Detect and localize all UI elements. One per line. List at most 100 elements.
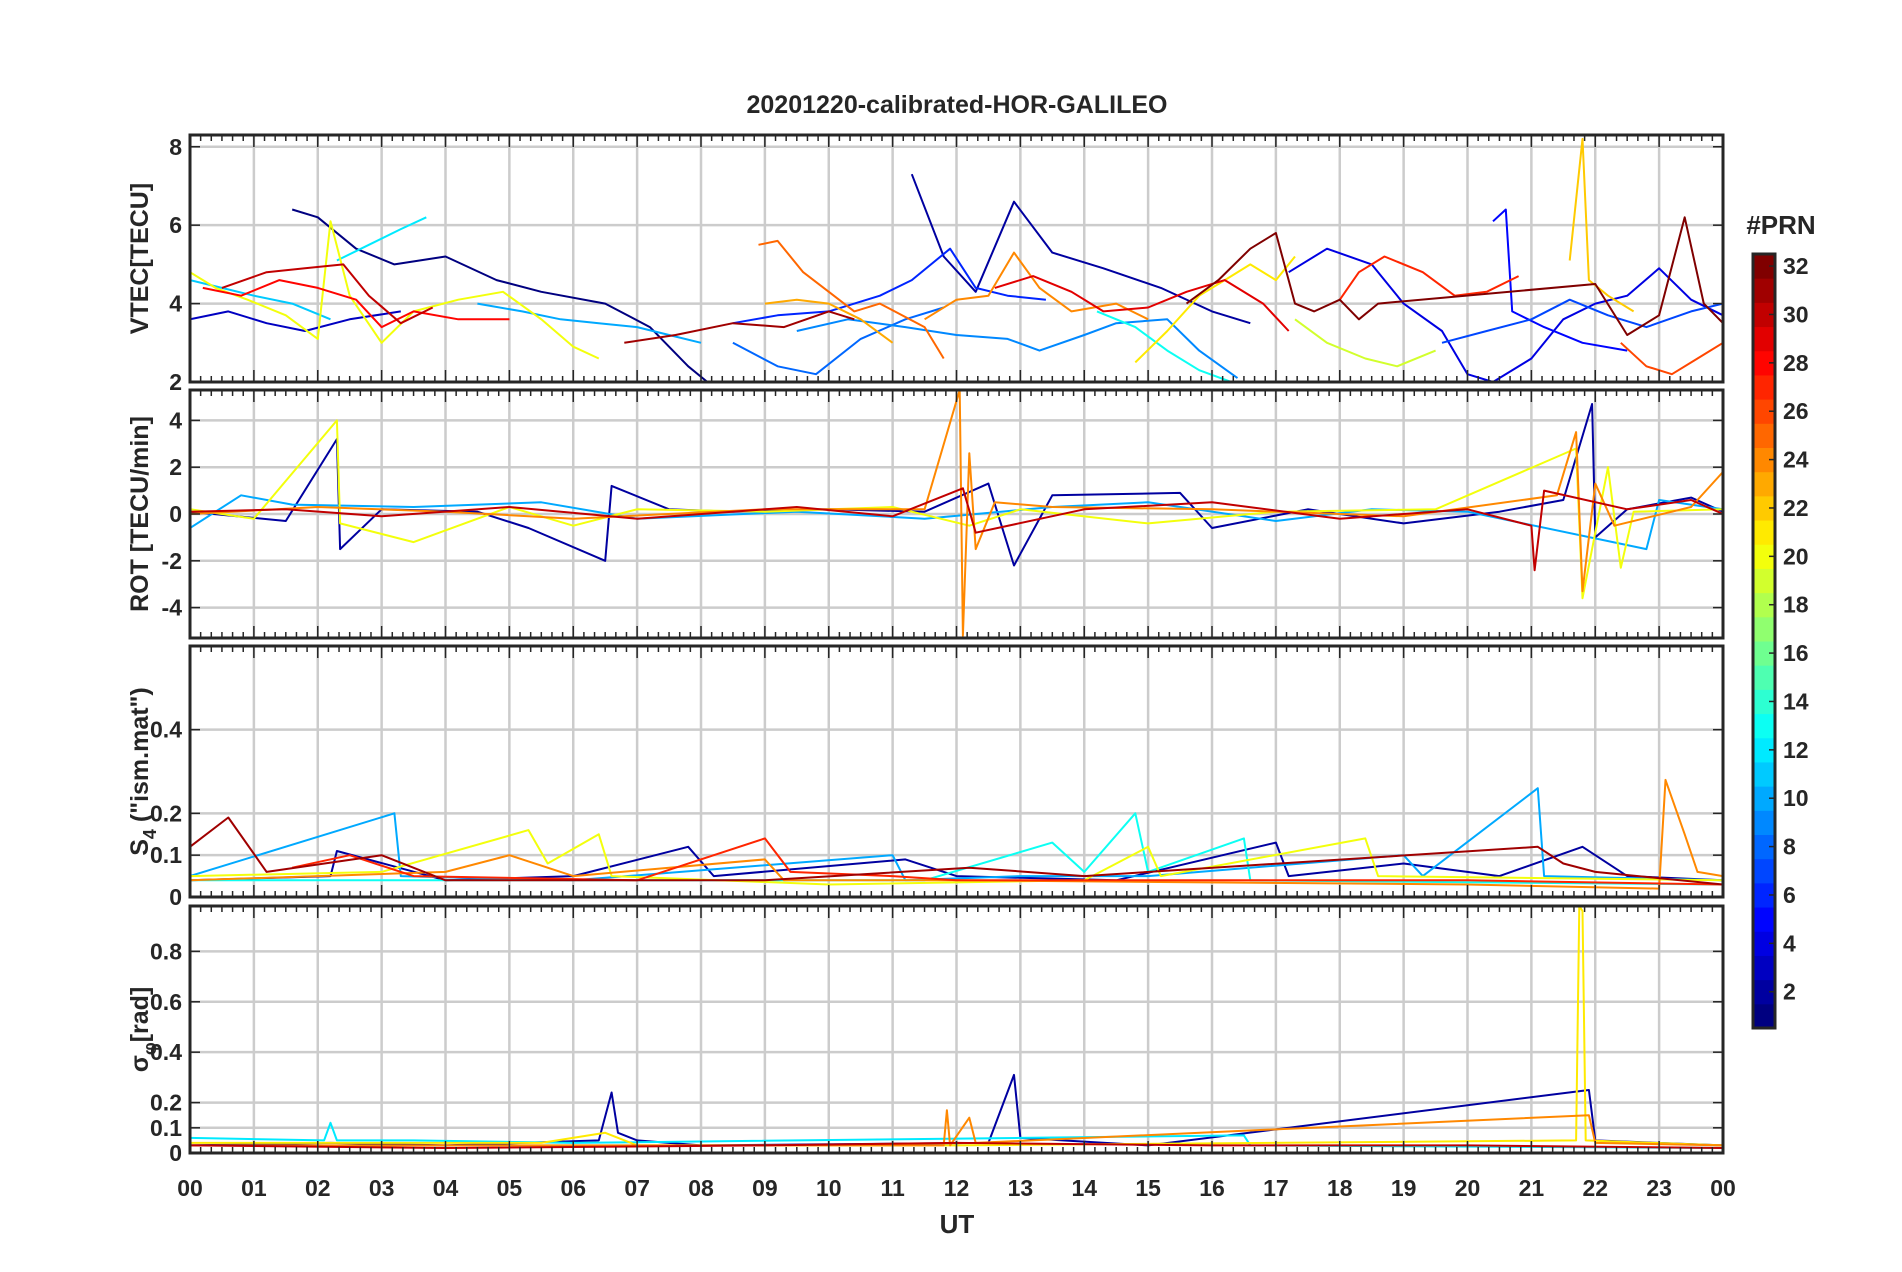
x-tick-label: 03	[369, 1175, 395, 1201]
colorbar-segment	[1753, 834, 1775, 860]
y-tick-label: 0.8	[150, 938, 182, 964]
y-tick-label: 4	[169, 291, 182, 317]
series-line-prn-8	[732, 306, 944, 376]
series-line-prn-1	[291, 208, 709, 382]
series-line-prn-24	[924, 251, 1149, 321]
series-line-prn-19	[1294, 318, 1436, 368]
colorbar-segment	[1753, 810, 1775, 835]
colorbar-segment	[1753, 471, 1775, 497]
colorbar-segment	[1753, 447, 1775, 473]
colorbar-segment	[1753, 689, 1775, 715]
colorbar-label: #PRN	[1746, 210, 1815, 240]
series-line-prn-9	[796, 318, 1239, 379]
series-line-prn-27	[291, 837, 1723, 886]
panel-vtec: 2 4 6 8 VTEC[TECU]	[126, 133, 1725, 395]
series-line-prn-23	[764, 298, 894, 344]
colorbar-tick-label: 24	[1783, 447, 1809, 473]
y-axis-label-rot: ROT [TECU/min]	[126, 416, 154, 612]
colorbar-segment	[1753, 786, 1775, 811]
colorbar-segment	[1753, 423, 1775, 448]
y-tick-label: -2	[162, 548, 182, 574]
series-line-prn-21	[190, 906, 1723, 1147]
colorbar-tick-label: 8	[1783, 834, 1796, 860]
colorbar-tick-label: 18	[1783, 592, 1809, 618]
x-tick-label: 12	[944, 1175, 970, 1201]
y-tick-label: 0.6	[150, 989, 182, 1015]
series-line-prn-12	[336, 216, 427, 262]
series-group-rot	[190, 390, 1723, 637]
series-line-prn-28	[202, 279, 510, 329]
series-group-s4	[190, 778, 1723, 890]
series-line-prn-29	[994, 275, 1290, 332]
colorbar-segment	[1753, 955, 1775, 981]
colorbar-segment	[1753, 302, 1775, 328]
series-line-prn-27	[1338, 255, 1520, 301]
series-line-prn-20	[190, 829, 1723, 886]
series-line-prn-30	[190, 487, 1723, 572]
colorbar-tick-label: 2	[1783, 979, 1796, 1005]
x-tick-label: 00	[177, 1175, 203, 1201]
y-axis-label-vtec: VTEC[TECU]	[126, 183, 154, 334]
x-tick-label: 20	[1455, 1175, 1481, 1201]
colorbar-frame	[1751, 252, 1777, 1030]
y-tick-label: 0.4	[150, 1039, 182, 1065]
colorbar-segment	[1753, 882, 1775, 908]
x-tick-label: 14	[1071, 1175, 1097, 1201]
panel-sigma: 00.10.2 0.4 0.6 0.8 σφ[rad]	[126, 904, 1725, 1166]
colorbar-tick-label: 30	[1783, 301, 1809, 327]
y-tick-label: 0.1	[150, 842, 182, 868]
series-line-prn-20	[190, 220, 600, 360]
series-line-prn-2	[190, 841, 1723, 882]
y-tick-label: 8	[169, 134, 182, 160]
colorbar-segment	[1753, 278, 1775, 303]
y-axis-label-s4: S4 ("ism.mat")	[126, 687, 160, 856]
y-axis-label-sigma: σφ[rad]	[126, 987, 160, 1073]
y-tick-label: 2	[169, 369, 182, 395]
x-tick-label: 04	[433, 1175, 459, 1201]
colorbar-segment	[1753, 1003, 1775, 1029]
colorbar-segment	[1753, 641, 1775, 666]
colorbar-tick-label: 6	[1783, 882, 1796, 908]
series-line-prn-31	[624, 310, 855, 344]
series-line-prn-6	[732, 247, 1047, 325]
colorbar-tick-label: 4	[1783, 930, 1796, 956]
series-line-prn-32	[1185, 216, 1723, 336]
colorbar-segment	[1753, 495, 1775, 521]
y-tick-label: 0.4	[150, 717, 182, 743]
y-tick-label: 6	[169, 212, 182, 238]
x-tick-label: 01	[241, 1175, 267, 1201]
y-tick-label: 0.1	[150, 1115, 182, 1141]
x-tick-label: 02	[305, 1175, 331, 1201]
colorbar-segment	[1753, 931, 1775, 956]
x-tick-label: 13	[1008, 1175, 1034, 1201]
x-tick-label: 22	[1582, 1175, 1608, 1201]
x-tick-label: 19	[1391, 1175, 1417, 1201]
colorbar-segment	[1753, 979, 1775, 1005]
x-tick-label: 21	[1519, 1175, 1545, 1201]
chart-title: 20201220-calibrated-HOR-GALILEO	[747, 91, 1168, 119]
colorbar-tick-label: 22	[1783, 495, 1809, 521]
series-line-prn-26	[1620, 341, 1723, 376]
series-line-prn-20	[190, 419, 1723, 600]
x-tick-label: 16	[1199, 1175, 1225, 1201]
series-line-prn-22	[1568, 137, 1635, 313]
series-line-prn-25	[758, 239, 945, 360]
colorbar-segment	[1753, 544, 1775, 569]
colorbar-segment	[1753, 568, 1775, 594]
series-line-prn-7	[1441, 298, 1723, 344]
colorbar-tick-label: 14	[1783, 688, 1809, 714]
y-tick-label: 0	[169, 884, 182, 910]
series-line-prn-4	[1288, 247, 1723, 382]
series-line-prn-3	[190, 310, 401, 332]
series-line-prn-10	[190, 494, 1723, 551]
x-tick-label: 15	[1135, 1175, 1161, 1201]
colorbar-segment	[1753, 350, 1775, 376]
colorbar-segment	[1753, 374, 1775, 400]
x-tick-label: 23	[1646, 1175, 1672, 1201]
y-tick-label: 2	[169, 454, 182, 480]
colorbar-segment	[1753, 713, 1775, 739]
series-line-prn-24	[190, 390, 1723, 637]
y-tick-label: -4	[162, 595, 183, 621]
